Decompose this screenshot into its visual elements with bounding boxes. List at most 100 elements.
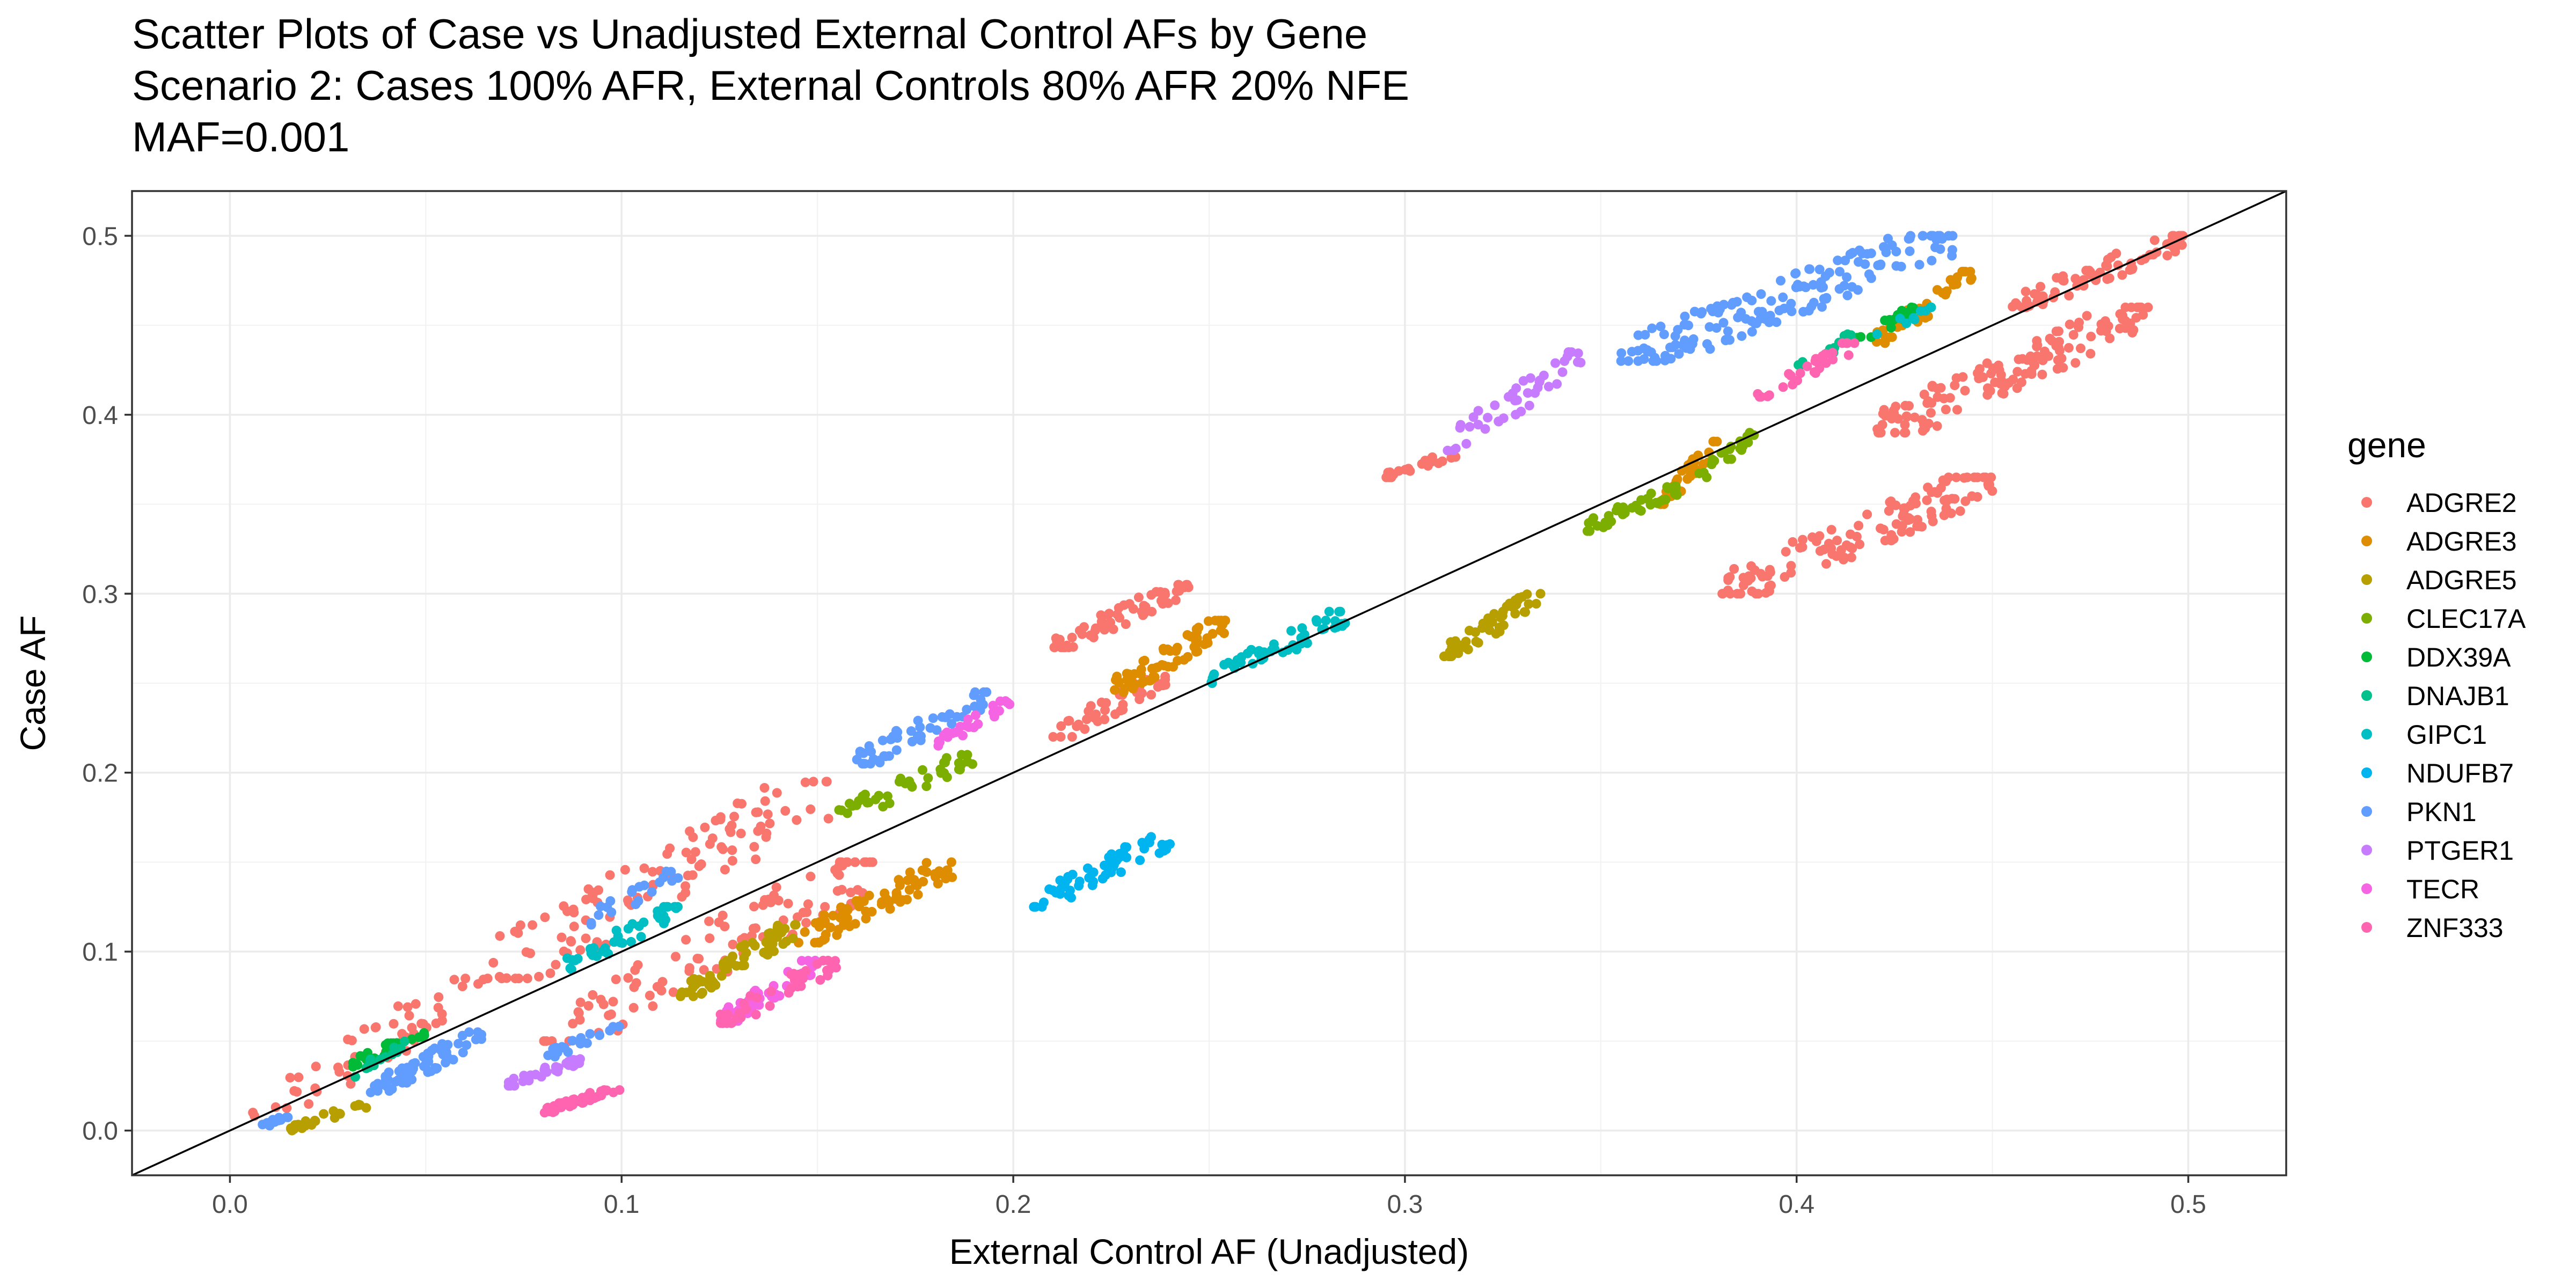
data-point xyxy=(1723,326,1733,336)
data-point xyxy=(2063,343,2074,353)
data-point xyxy=(1854,521,1864,531)
data-point xyxy=(1798,281,1809,291)
data-point xyxy=(2014,354,2024,364)
data-point xyxy=(2032,351,2042,361)
data-point xyxy=(1684,320,1693,331)
data-points xyxy=(248,231,2188,1136)
data-point xyxy=(720,865,730,875)
data-point xyxy=(1919,390,1929,399)
data-point xyxy=(1881,247,1891,258)
data-point xyxy=(433,1002,443,1013)
data-point xyxy=(1899,428,1909,438)
data-point xyxy=(801,966,811,976)
data-point xyxy=(739,999,749,1008)
data-point xyxy=(647,887,657,897)
data-point xyxy=(905,867,915,877)
data-point xyxy=(2120,302,2131,312)
data-point xyxy=(1826,525,1836,535)
data-point xyxy=(1088,867,1099,877)
data-point xyxy=(1091,623,1101,633)
data-point xyxy=(629,982,639,992)
data-point xyxy=(417,1032,427,1042)
data-point xyxy=(335,1109,345,1119)
grid-lines xyxy=(132,191,2286,1175)
data-point xyxy=(592,951,602,961)
legend-title: gene xyxy=(2347,425,2426,465)
data-point xyxy=(1084,706,1094,716)
data-point xyxy=(1088,876,1098,887)
data-point xyxy=(1840,255,1850,266)
data-point xyxy=(611,974,621,984)
data-point xyxy=(1133,592,1144,603)
data-point xyxy=(891,726,901,736)
data-point xyxy=(402,1063,412,1073)
data-point xyxy=(525,948,536,958)
data-point xyxy=(419,1061,429,1071)
data-point xyxy=(1154,848,1165,858)
data-point xyxy=(786,983,796,993)
data-point xyxy=(601,947,611,957)
data-point xyxy=(1974,364,1985,374)
data-point xyxy=(1786,298,1796,309)
data-point xyxy=(1219,628,1229,639)
data-point xyxy=(437,1039,447,1049)
data-point xyxy=(1911,492,1921,502)
data-point xyxy=(569,1094,579,1104)
data-point xyxy=(1951,472,1962,482)
data-point xyxy=(1394,466,1404,476)
data-point xyxy=(763,809,773,819)
data-point xyxy=(1146,690,1157,700)
data-point xyxy=(813,937,823,947)
data-point xyxy=(1932,421,1942,431)
data-point xyxy=(766,897,776,908)
data-point xyxy=(1728,298,1738,308)
data-point xyxy=(1219,660,1230,670)
x-axis-ticks: 0.0 0.1 0.2 0.3 0.4 0.5 xyxy=(212,1175,2206,1219)
data-point xyxy=(1151,587,1161,597)
data-point xyxy=(426,1066,436,1077)
legend-key xyxy=(2361,922,2372,933)
data-point xyxy=(1242,648,1253,658)
data-point xyxy=(462,1040,472,1050)
data-point xyxy=(1159,646,1169,655)
data-point xyxy=(1550,358,1561,368)
data-point xyxy=(1901,411,1912,421)
data-point xyxy=(514,974,524,984)
data-point xyxy=(705,933,715,943)
data-point xyxy=(763,929,773,939)
data-point xyxy=(968,759,977,769)
data-point xyxy=(586,920,596,930)
data-point xyxy=(1135,855,1145,865)
data-point xyxy=(751,1009,761,1020)
data-point xyxy=(1990,377,2000,387)
data-point xyxy=(828,962,838,972)
data-point xyxy=(346,1079,356,1089)
legend-key xyxy=(2361,613,2372,624)
data-point xyxy=(1972,492,1982,502)
data-point xyxy=(752,993,762,1002)
data-point xyxy=(2021,287,2031,297)
data-point xyxy=(1798,306,1809,317)
data-point xyxy=(1806,302,1817,311)
data-point xyxy=(1446,453,1457,463)
data-point xyxy=(645,991,655,1000)
data-point xyxy=(1160,590,1170,599)
data-point xyxy=(667,876,677,886)
data-point xyxy=(1821,559,1831,569)
data-point xyxy=(1678,340,1688,350)
data-point xyxy=(990,712,999,722)
data-point xyxy=(1530,388,1540,398)
data-point xyxy=(1651,356,1662,366)
data-point xyxy=(2058,271,2068,281)
data-point xyxy=(1112,671,1122,682)
data-point xyxy=(575,997,586,1007)
data-point xyxy=(918,765,927,775)
data-point xyxy=(1633,356,1643,366)
data-point xyxy=(832,886,843,896)
data-point xyxy=(1066,892,1076,903)
x-axis-title: External Control AF (Unadjusted) xyxy=(949,1232,1469,1271)
data-point xyxy=(561,1058,572,1069)
data-point xyxy=(1764,581,1774,591)
data-point xyxy=(258,1119,268,1130)
data-point xyxy=(540,912,550,923)
